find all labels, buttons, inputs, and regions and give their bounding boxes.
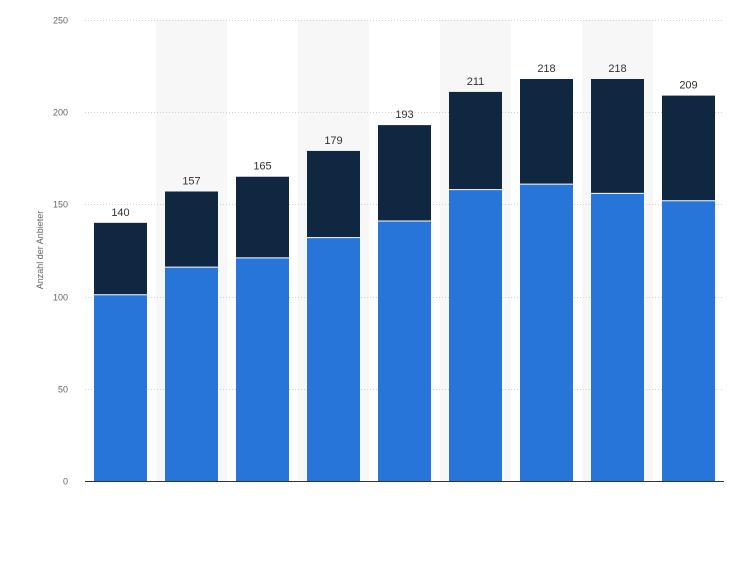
bar-segment-upper bbox=[307, 150, 360, 238]
bar-total-label: 140 bbox=[111, 207, 129, 219]
bar-segment-upper bbox=[662, 95, 715, 201]
y-tick-label: 250 bbox=[53, 16, 68, 26]
bars bbox=[94, 79, 715, 481]
bar-segment-upper bbox=[520, 79, 573, 185]
bar-segment-lower bbox=[662, 200, 715, 481]
bar-segment-lower bbox=[307, 237, 360, 481]
bar-segment-upper bbox=[378, 125, 431, 221]
bar-segment-lower bbox=[449, 189, 502, 481]
y-tick-label: 100 bbox=[53, 293, 68, 303]
bar-segment-lower bbox=[520, 184, 573, 481]
bar-segment-upper bbox=[94, 222, 147, 295]
bar-segment-upper bbox=[591, 79, 644, 194]
bar-segment-upper bbox=[165, 191, 218, 268]
y-tick-label: 0 bbox=[63, 477, 68, 487]
bar-segment-lower bbox=[591, 193, 644, 481]
bar-segment-lower bbox=[378, 220, 431, 481]
bar-segment-upper bbox=[236, 176, 289, 258]
bar-total-label: 157 bbox=[182, 175, 200, 187]
y-tick-label: 200 bbox=[53, 108, 68, 118]
data-labels: 140 157 165 179 193 211 218 218 209 bbox=[111, 63, 697, 219]
bar-segment-lower bbox=[165, 267, 218, 481]
bar-segment-lower bbox=[94, 294, 147, 481]
bar-segment-upper bbox=[449, 91, 502, 190]
y-tick-label: 150 bbox=[53, 200, 68, 210]
bar-total-label: 193 bbox=[395, 109, 413, 121]
bar-total-label: 209 bbox=[679, 80, 697, 92]
bar-total-label: 179 bbox=[324, 135, 342, 147]
bar-total-label: 218 bbox=[537, 63, 555, 75]
bar-total-label: 165 bbox=[253, 161, 271, 173]
bar-total-label: 211 bbox=[467, 76, 485, 88]
bar-total-label: 218 bbox=[608, 63, 626, 75]
bar-segment-lower bbox=[236, 257, 289, 481]
y-axis-label: Anzahl der Anbieter bbox=[35, 211, 45, 290]
y-axis: 0 50 100 150 200 250 bbox=[53, 16, 68, 487]
y-tick-label: 50 bbox=[58, 385, 68, 395]
